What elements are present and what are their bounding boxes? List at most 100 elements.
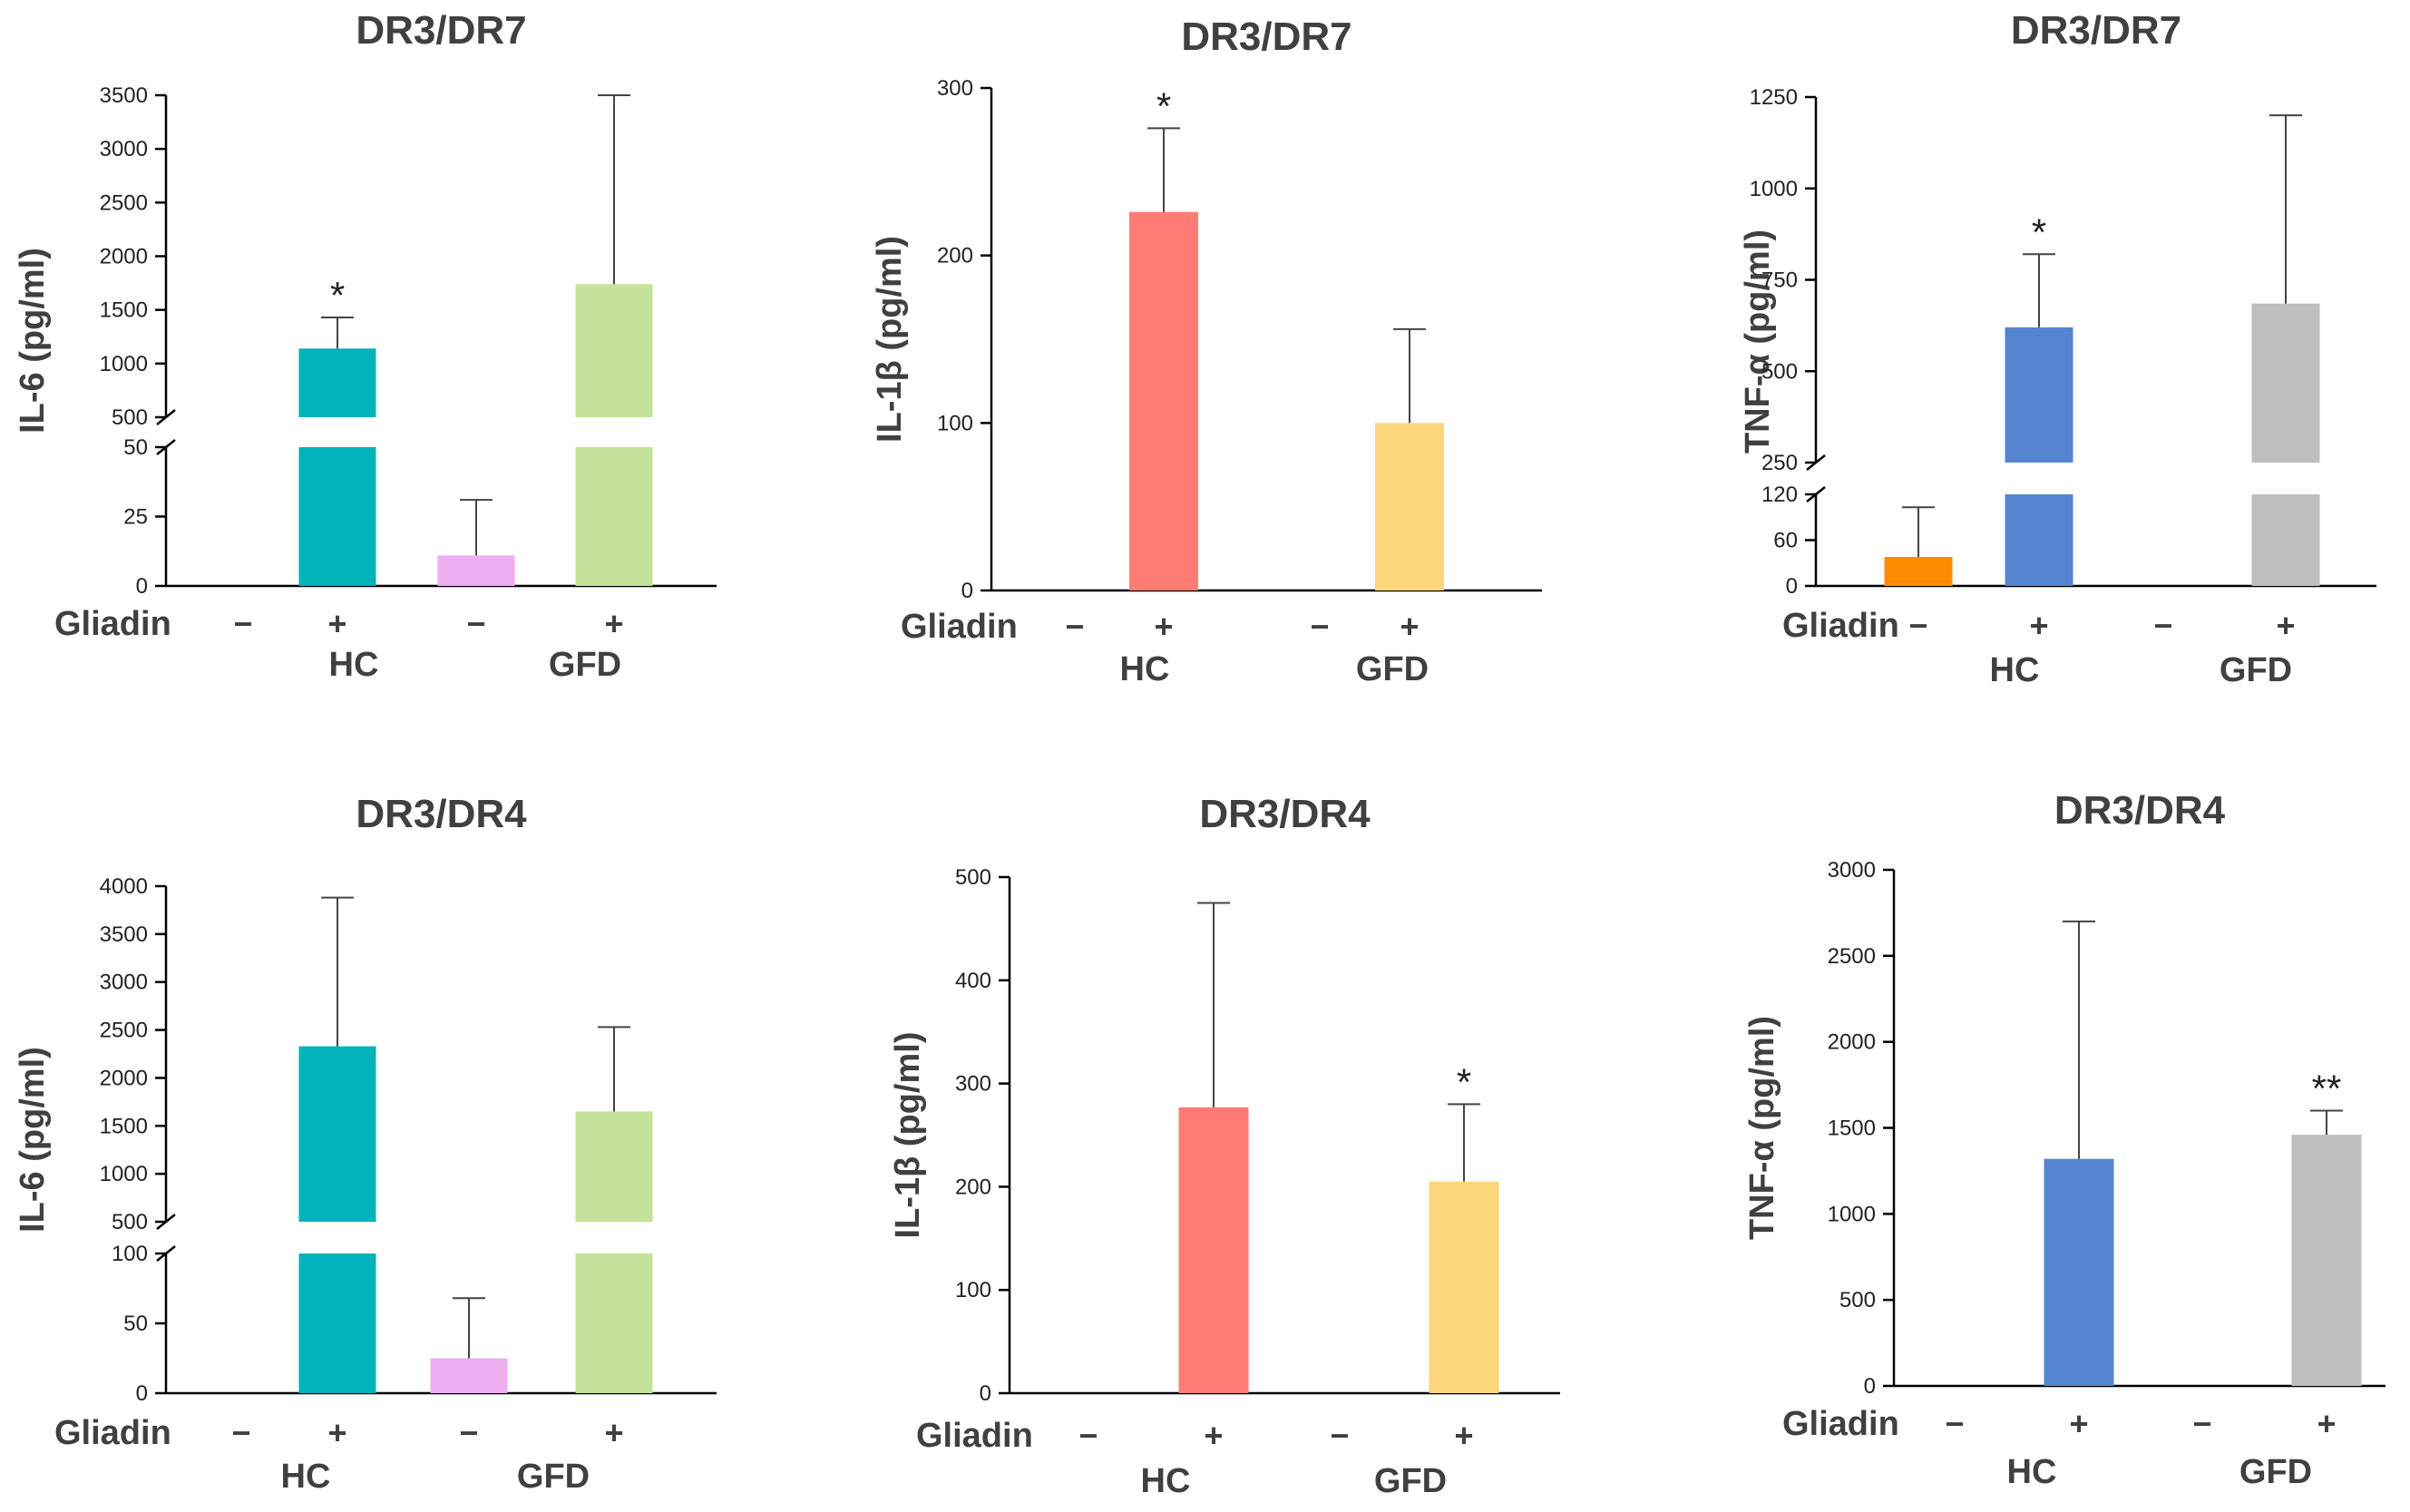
gliadin-sign: − [1310, 608, 1329, 645]
bar [2005, 494, 2073, 586]
group-label: HC [281, 1458, 331, 1496]
gliadin-label: Gliadin [916, 1417, 1033, 1455]
panel-il6-dr3dr4: DR3/DR4 IL-6 (pg/ml) 0 50 100 500 1000 1500 2000… [14, 792, 717, 1496]
axis-break-mark [156, 409, 176, 425]
y-tick-label: 1250 [1750, 85, 1798, 110]
chart-title: DR3/DR4 [1199, 792, 1371, 836]
y-tick-label: 750 [1761, 268, 1798, 293]
y-tick-label: 100 [112, 1242, 148, 1266]
y-tick-label: 120 [1761, 483, 1798, 507]
y-tick-label: 1000 [1750, 177, 1798, 201]
bar [430, 1358, 508, 1393]
y-tick-label: 0 [1786, 574, 1798, 599]
y-tick-label: 500 [955, 865, 991, 890]
gliadin-sign: + [2029, 607, 2048, 644]
gliadin-sign: + [327, 1414, 346, 1451]
group-label: GFD [2239, 1453, 2312, 1491]
axis-break-mark [156, 1214, 176, 1230]
y-tick-label: 50 [123, 435, 148, 460]
gliadin-sign: − [1330, 1417, 1349, 1454]
y-axis-label: TNF-α (pg/ml) [1743, 1016, 1781, 1240]
group-label: GFD [549, 646, 621, 684]
panel-il6-dr3dr7: DR3/DR7 IL-6 (pg/ml) 0 25 50 500 1000 1500 2000 2… [14, 8, 717, 684]
y-tick-label: 300 [955, 1072, 991, 1097]
y-tick-label: 2000 [100, 245, 148, 269]
significance-marker: * [1156, 84, 1171, 127]
gliadin-sign: + [2276, 607, 2295, 644]
gliadin-sign: + [1204, 1417, 1223, 1454]
bar-upper-segment [298, 348, 376, 417]
bar [2251, 494, 2320, 586]
gliadin-sign: − [233, 605, 252, 642]
group-label: HC [329, 646, 379, 684]
y-tick-label: 300 [937, 76, 973, 101]
gliadin-sign: − [1078, 1417, 1098, 1454]
gliadin-sign: + [604, 1414, 623, 1451]
panel-tnfa-dr3dr7: DR3/DR7 TNF-α (pg/ml) 0 60 120 250 500 750 1000 1… [1739, 8, 2376, 689]
gliadin-label: Gliadin [1782, 607, 1899, 645]
bar [575, 1253, 653, 1393]
y-axis-label: IL-6 (pg/ml) [14, 248, 52, 434]
y-tick-label: 2000 [1828, 1030, 1876, 1055]
bar-upper-segment [575, 1111, 653, 1222]
gliadin-sign: + [1154, 608, 1173, 645]
y-tick-label: 500 [1761, 359, 1798, 384]
y-tick-label: 1000 [100, 1162, 148, 1186]
y-tick-label: 2000 [100, 1066, 148, 1090]
y-tick-label: 100 [937, 411, 973, 435]
bar [1429, 1181, 1499, 1393]
y-tick-label: 500 [112, 405, 148, 430]
gliadin-label: Gliadin [901, 608, 1018, 646]
bar [2044, 1158, 2114, 1386]
y-tick-label: 1500 [100, 298, 148, 323]
significance-marker: * [330, 274, 345, 317]
y-tick-label: 4000 [100, 874, 148, 899]
y-tick-label: 1000 [1828, 1202, 1876, 1226]
y-tick-label: 0 [136, 574, 148, 599]
gliadin-sign: + [327, 605, 346, 642]
bar [575, 447, 653, 586]
bar [298, 1253, 376, 1393]
axis-break-mark [156, 439, 176, 455]
y-tick-label: 2500 [100, 1019, 148, 1043]
gliadin-sign: − [459, 1414, 478, 1451]
gliadin-sign: − [466, 605, 485, 642]
chart-title: DR3/DR7 [2011, 8, 2181, 53]
chart-title: DR3/DR4 [356, 792, 527, 836]
y-tick-label: 100 [955, 1278, 991, 1302]
bar [1129, 211, 1198, 591]
significance-marker: ** [2312, 1068, 2342, 1110]
y-tick-label: 0 [980, 1381, 991, 1406]
gliadin-sign: + [2317, 1405, 2336, 1442]
bar-upper-segment [2251, 303, 2320, 463]
axis-break-mark [1806, 486, 1826, 502]
panel-il1b-dr3dr7: DR3/DR7 IL-1β (pg/ml) 0 100 200 300 − * + − + Gliad… [871, 15, 1542, 688]
y-tick-label: 2500 [1828, 944, 1876, 969]
y-axis-label: IL-1β (pg/ml) [871, 236, 909, 443]
gliadin-sign: − [231, 1414, 250, 1451]
y-axis-label: IL-1β (pg/ml) [889, 1032, 927, 1239]
y-tick-label: 50 [123, 1312, 148, 1336]
bar-upper-segment [298, 1046, 376, 1222]
gliadin-sign: − [2153, 607, 2172, 644]
y-axis-label: IL-6 (pg/ml) [14, 1047, 52, 1233]
gliadin-sign: + [604, 605, 623, 642]
y-tick-label: 400 [955, 969, 991, 993]
gliadin-sign: − [1908, 607, 1927, 644]
bar [437, 555, 515, 586]
gliadin-sign: + [1454, 1417, 1473, 1454]
y-tick-label: 3500 [100, 922, 148, 947]
bar [1884, 557, 1953, 586]
y-tick-label: 200 [937, 244, 973, 268]
y-tick-label: 1500 [1828, 1117, 1876, 1141]
group-label: GFD [2220, 651, 2292, 689]
significance-marker: * [2032, 210, 2046, 253]
y-tick-label: 25 [123, 505, 148, 530]
y-tick-label: 60 [1773, 529, 1798, 553]
group-label: HC [1141, 1462, 1191, 1500]
y-tick-label: 0 [1864, 1374, 1876, 1399]
significance-marker: * [1457, 1060, 1471, 1103]
group-label: GFD [1356, 650, 1429, 688]
bar [1178, 1107, 1249, 1393]
gliadin-sign: − [2192, 1405, 2211, 1442]
